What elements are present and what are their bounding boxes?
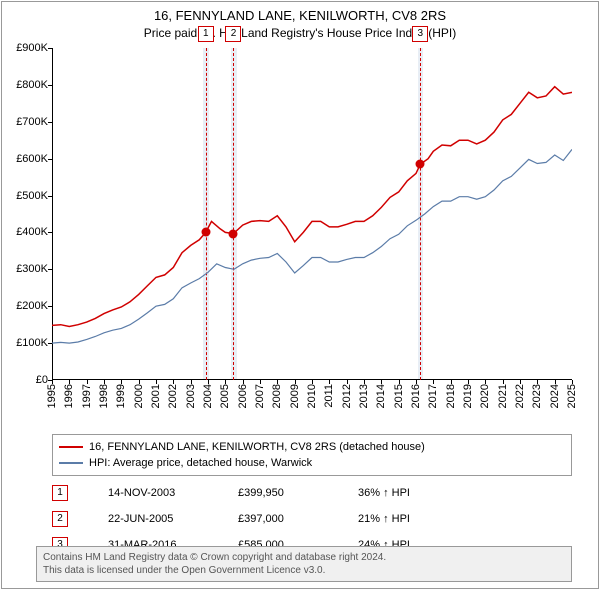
x-axis-label: 2004 <box>202 384 214 408</box>
x-axis-label: 2019 <box>462 384 474 408</box>
event-marker-dot <box>416 160 425 169</box>
event-marker-box: 2 <box>225 26 241 42</box>
x-axis-label: 2001 <box>150 384 162 408</box>
series-hpi <box>52 149 572 343</box>
y-axis-label: £200K <box>0 300 48 312</box>
sale-diff: 21% ↑ HPI <box>358 513 478 525</box>
y-axis-label: £300K <box>0 263 48 275</box>
event-marker-box: 3 <box>412 26 428 42</box>
x-axis-label: 2012 <box>341 384 353 408</box>
chart-plot-area: £0£100K£200K£300K£400K£500K£600K£700K£80… <box>52 48 572 380</box>
x-axis-label: 2009 <box>289 384 301 408</box>
footer-line1: Contains HM Land Registry data © Crown c… <box>43 551 565 564</box>
x-axis-label: 2005 <box>219 384 231 408</box>
x-axis-label: 2022 <box>514 384 526 408</box>
event-marker-box: 1 <box>198 26 214 42</box>
x-axis-label: 2006 <box>237 384 249 408</box>
chart-container: 16, FENNYLAND LANE, KENILWORTH, CV8 2RS … <box>1 1 599 589</box>
x-axis-label: 2017 <box>427 384 439 408</box>
x-axis-label: 2003 <box>185 384 197 408</box>
x-axis-label: 1996 <box>63 384 75 408</box>
chart-title: 16, FENNYLAND LANE, KENILWORTH, CV8 2RS <box>2 2 598 23</box>
y-axis-label: £100K <box>0 337 48 349</box>
y-axis-label: £800K <box>0 79 48 91</box>
legend-swatch-property <box>59 446 83 448</box>
sale-price: £397,000 <box>238 513 358 525</box>
x-axis-label: 2002 <box>167 384 179 408</box>
x-axis-label: 2013 <box>358 384 370 408</box>
sale-price: £399,950 <box>238 487 358 499</box>
x-axis-label: 2021 <box>497 384 509 408</box>
x-axis-label: 2024 <box>549 384 561 408</box>
x-axis-label: 2023 <box>531 384 543 408</box>
y-axis-label: £900K <box>0 42 48 54</box>
legend-item-property: 16, FENNYLAND LANE, KENILWORTH, CV8 2RS … <box>59 439 565 455</box>
x-axis-label: 2025 <box>566 384 578 408</box>
sale-date: 22-JUN-2005 <box>108 513 238 525</box>
x-axis-label: 1998 <box>98 384 110 408</box>
series-property <box>52 87 572 327</box>
event-marker-dot <box>201 228 210 237</box>
sale-date: 14-NOV-2003 <box>108 487 238 499</box>
event-marker-dot <box>229 229 238 238</box>
x-axis-label: 2016 <box>410 384 422 408</box>
y-axis-label: £500K <box>0 190 48 202</box>
legend-label-property: 16, FENNYLAND LANE, KENILWORTH, CV8 2RS … <box>89 441 425 453</box>
legend: 16, FENNYLAND LANE, KENILWORTH, CV8 2RS … <box>52 434 572 476</box>
sale-index-box: 1 <box>52 485 68 501</box>
sale-row: 2 22-JUN-2005£397,00021% ↑ HPI <box>36 506 572 532</box>
chart-svg <box>52 48 572 380</box>
x-axis-label: 2018 <box>445 384 457 408</box>
x-axis-label: 2008 <box>271 384 283 408</box>
chart-subtitle: Price paid vs. HM Land Registry's House … <box>2 23 598 46</box>
x-axis-label: 2014 <box>375 384 387 408</box>
x-axis-label: 2000 <box>133 384 145 408</box>
x-axis-label: 1995 <box>46 384 58 408</box>
x-axis-label: 2020 <box>479 384 491 408</box>
x-axis-label: 1997 <box>81 384 93 408</box>
legend-item-hpi: HPI: Average price, detached house, Warw… <box>59 455 565 471</box>
footer-attribution: Contains HM Land Registry data © Crown c… <box>36 546 572 582</box>
x-axis-label: 2010 <box>306 384 318 408</box>
sale-index-box: 2 <box>52 511 68 527</box>
y-axis-label: £700K <box>0 116 48 128</box>
footer-line2: This data is licensed under the Open Gov… <box>43 564 565 577</box>
legend-swatch-hpi <box>59 462 83 464</box>
y-axis-label: £0 <box>0 374 48 386</box>
x-axis-label: 2007 <box>254 384 266 408</box>
y-axis-label: £400K <box>0 226 48 238</box>
x-axis-label: 2015 <box>393 384 405 408</box>
x-axis-label: 2011 <box>323 384 335 408</box>
sale-row: 1 14-NOV-2003£399,95036% ↑ HPI <box>36 480 572 506</box>
legend-label-hpi: HPI: Average price, detached house, Warw… <box>89 457 312 469</box>
y-axis-label: £600K <box>0 153 48 165</box>
x-axis-label: 1999 <box>115 384 127 408</box>
sale-diff: 36% ↑ HPI <box>358 487 478 499</box>
